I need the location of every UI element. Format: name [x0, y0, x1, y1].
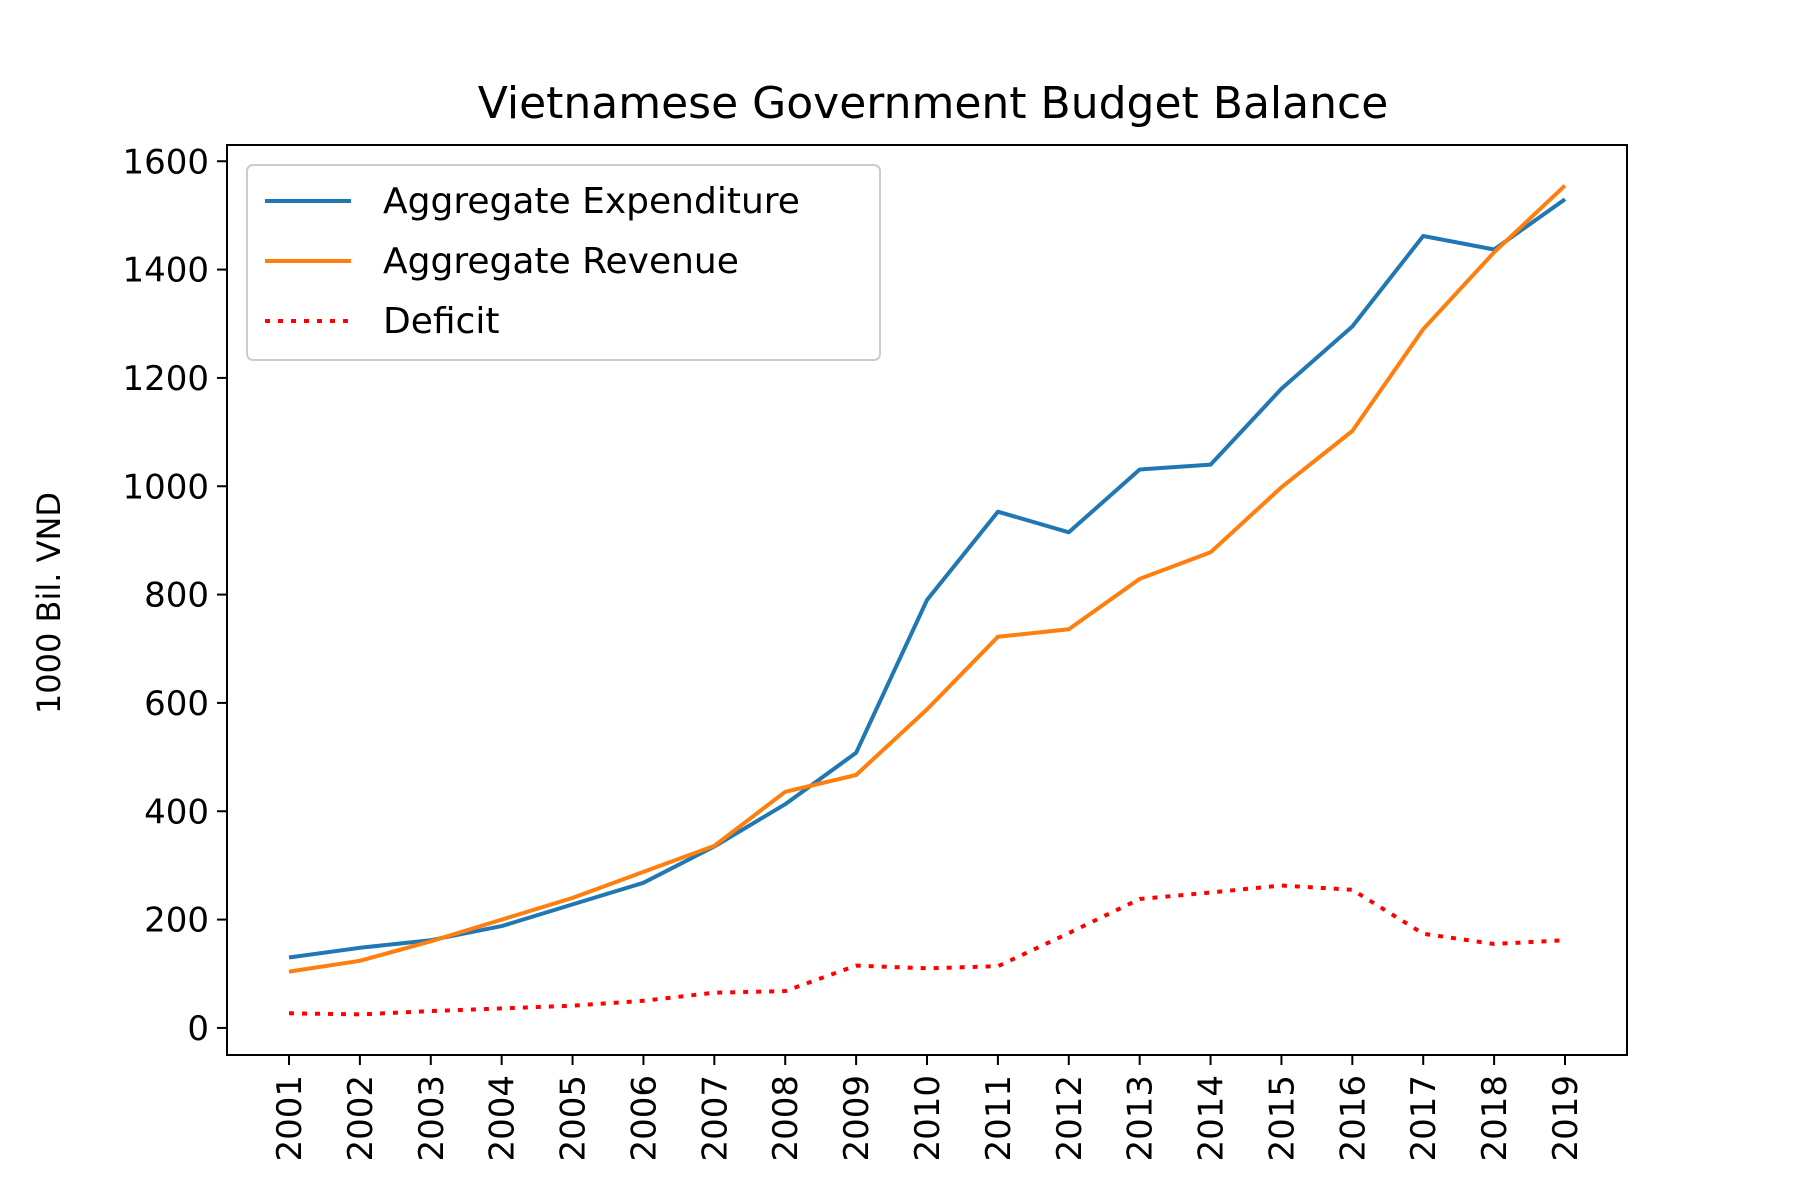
series-line-deficit: [288, 883, 1566, 1017]
plot-frame: [226, 144, 1628, 1056]
x-tick-label: 2002: [341, 1075, 381, 1162]
legend-label-deficit: Deficit: [383, 301, 499, 342]
x-tick-label: 2019: [1546, 1075, 1586, 1162]
y-tick-label: 400: [144, 792, 209, 832]
chart-title: Vietnamese Government Budget Balance: [478, 78, 1389, 129]
x-tick-label: 2015: [1262, 1075, 1302, 1162]
legend: Aggregate Expenditure Aggregate Revenue De…: [246, 164, 881, 361]
y-tick-label: 1600: [122, 142, 209, 182]
x-tick-label: 2003: [412, 1075, 452, 1162]
y-tick-label: 600: [144, 684, 209, 724]
y-tick-label: 0: [187, 1009, 209, 1049]
x-tick-label: 2004: [483, 1075, 523, 1162]
x-tick-label: 2011: [979, 1075, 1019, 1162]
legend-label-aggregate-revenue: Aggregate Revenue: [383, 241, 739, 282]
y-axis-label: 1000 Bil. VND: [30, 492, 68, 714]
y-tick-label: 800: [144, 576, 209, 616]
x-tick-label: 2013: [1121, 1075, 1161, 1162]
x-tick-label: 2005: [554, 1075, 594, 1162]
legend-box: [246, 164, 881, 361]
y-tick-label: 1400: [122, 251, 209, 291]
x-tick-label: 2006: [624, 1075, 664, 1162]
series-line-aggregate-revenue: [288, 184, 1567, 974]
x-tick-label: 2018: [1475, 1075, 1515, 1162]
x-tick-label: 2007: [695, 1075, 735, 1162]
x-tick-label: 2017: [1404, 1075, 1444, 1162]
x-tick-label: 2012: [1050, 1075, 1090, 1162]
y-tick-label: 1000: [122, 467, 209, 507]
series-line-aggregate-expenditure: [288, 197, 1567, 960]
plot-area: 0 200 400 600 800 1000 1200 1400 1600 2001 2002 200…: [122, 142, 1586, 1161]
x-tick-label: 2001: [270, 1075, 310, 1162]
x-tick-label: 2009: [837, 1075, 877, 1162]
x-tick-label: 2008: [766, 1075, 806, 1162]
x-tick-label: 2014: [1192, 1075, 1232, 1162]
legend-label-aggregate-expenditure: Aggregate Expenditure: [383, 181, 800, 222]
x-tick-label: 2016: [1333, 1075, 1373, 1162]
y-tick-label: 200: [144, 901, 209, 941]
x-tick-label: 2010: [908, 1075, 948, 1162]
y-tick-label: 1200: [122, 359, 209, 399]
